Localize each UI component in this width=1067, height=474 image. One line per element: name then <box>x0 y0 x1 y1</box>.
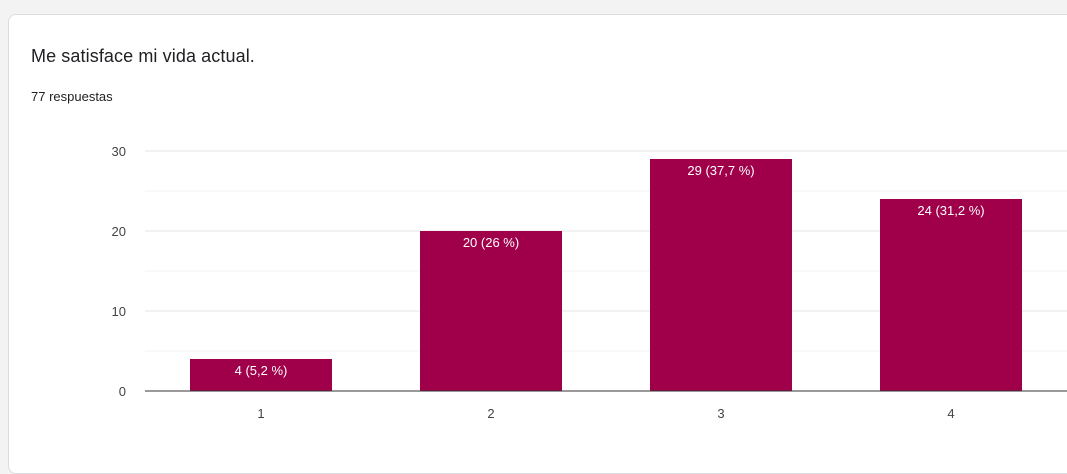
bar-value-label: 24 (31,2 %) <box>917 203 984 218</box>
chart-bars: 4 (5,2 %) 20 (26 %) 29 (37,7 %) 24 (31,2 %) <box>190 159 1022 391</box>
bar-value-label: 4 (5,2 %) <box>235 363 288 378</box>
x-tick-label: 1 <box>257 406 264 421</box>
y-tick-label: 0 <box>119 384 126 399</box>
bar-chart: 4 (5,2 %) 20 (26 %) 29 (37,7 %) 24 (31,2 %)… <box>112 144 1067 421</box>
bar-3 <box>650 159 792 391</box>
y-tick-label: 30 <box>112 144 126 159</box>
question-title: Me satisface mi vida actual. <box>31 46 255 66</box>
bar-value-label: 20 (26 %) <box>463 235 519 250</box>
bar-2 <box>420 231 562 391</box>
response-count: 77 respuestas <box>31 89 113 104</box>
y-tick-label: 20 <box>112 224 126 239</box>
y-tick-label: 10 <box>112 304 126 319</box>
bar-value-label: 29 (37,7 %) <box>687 163 754 178</box>
x-tick-label: 4 <box>947 406 954 421</box>
bar-1 <box>190 359 332 391</box>
x-tick-label: 2 <box>487 406 494 421</box>
bar-4 <box>880 199 1022 391</box>
chart-axes: 0 10 20 30 1 2 3 4 <box>112 144 1067 421</box>
x-tick-label: 3 <box>717 406 724 421</box>
